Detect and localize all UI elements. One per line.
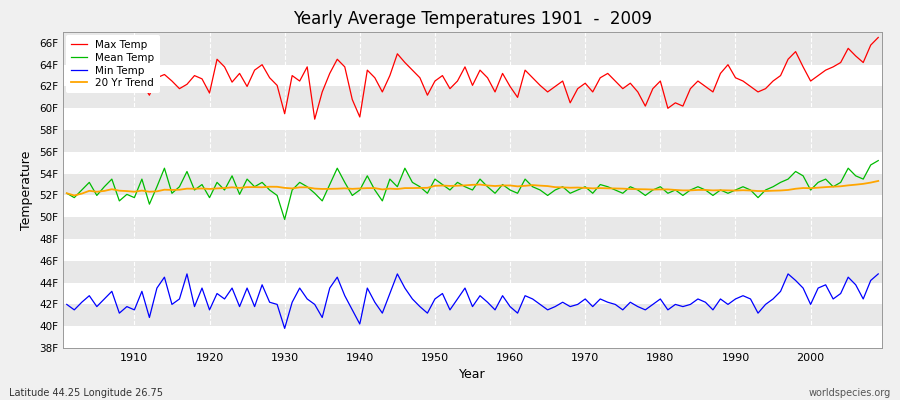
Max Temp xyxy=(602,71,613,76)
Mean Temp xyxy=(512,191,523,196)
Line: Min Temp: Min Temp xyxy=(67,274,878,328)
Bar xyxy=(63,43,882,65)
Bar xyxy=(63,239,882,261)
Bar xyxy=(63,65,882,86)
20 Yr Trend xyxy=(505,183,516,188)
Bar xyxy=(63,304,882,326)
Bar xyxy=(63,152,882,174)
Line: 20 Yr Trend: 20 Yr Trend xyxy=(67,181,878,196)
Min Temp xyxy=(279,326,290,331)
Bar xyxy=(63,174,882,196)
Min Temp xyxy=(610,302,621,307)
Legend: Max Temp, Mean Temp, Min Temp, 20 Yr Trend: Max Temp, Mean Temp, Min Temp, 20 Yr Tre… xyxy=(66,35,159,93)
Line: Mean Temp: Mean Temp xyxy=(67,160,878,220)
Text: Latitude 44.25 Longitude 26.75: Latitude 44.25 Longitude 26.75 xyxy=(9,388,163,398)
20 Yr Trend xyxy=(294,185,305,190)
Max Temp xyxy=(339,64,350,69)
Max Temp xyxy=(287,73,298,78)
Title: Yearly Average Temperatures 1901  -  2009: Yearly Average Temperatures 1901 - 2009 xyxy=(293,10,652,28)
Min Temp xyxy=(61,302,72,307)
Bar xyxy=(63,86,882,108)
Bar xyxy=(63,261,882,283)
Min Temp xyxy=(182,272,193,276)
20 Yr Trend xyxy=(61,191,72,196)
Mean Temp xyxy=(873,158,884,163)
Mean Temp xyxy=(122,192,132,197)
Bar xyxy=(63,217,882,239)
Bar xyxy=(63,326,882,348)
Mean Temp xyxy=(339,180,350,185)
Mean Temp xyxy=(505,188,516,192)
Bar xyxy=(63,108,882,130)
Max Temp xyxy=(505,84,516,89)
Max Temp xyxy=(122,60,132,65)
Min Temp xyxy=(512,311,523,316)
Bar xyxy=(63,196,882,217)
Mean Temp xyxy=(279,217,290,222)
Bar xyxy=(63,283,882,304)
Max Temp xyxy=(512,95,523,100)
20 Yr Trend xyxy=(69,193,80,198)
Max Temp xyxy=(873,35,884,40)
Max Temp xyxy=(61,80,72,84)
Mean Temp xyxy=(61,191,72,196)
20 Yr Trend xyxy=(602,186,613,191)
X-axis label: Year: Year xyxy=(459,368,486,382)
Min Temp xyxy=(122,304,132,309)
Min Temp xyxy=(346,308,357,312)
Min Temp xyxy=(873,272,884,276)
Bar xyxy=(63,130,882,152)
Line: Max Temp: Max Temp xyxy=(67,38,878,119)
Min Temp xyxy=(302,296,312,301)
20 Yr Trend xyxy=(129,189,140,194)
20 Yr Trend xyxy=(339,186,350,191)
Min Temp xyxy=(519,293,530,298)
Y-axis label: Temperature: Temperature xyxy=(21,150,33,230)
Mean Temp xyxy=(602,184,613,189)
20 Yr Trend xyxy=(512,184,523,189)
Mean Temp xyxy=(294,180,305,185)
Text: worldspecies.org: worldspecies.org xyxy=(809,388,891,398)
Max Temp xyxy=(310,117,320,122)
20 Yr Trend xyxy=(873,178,884,183)
